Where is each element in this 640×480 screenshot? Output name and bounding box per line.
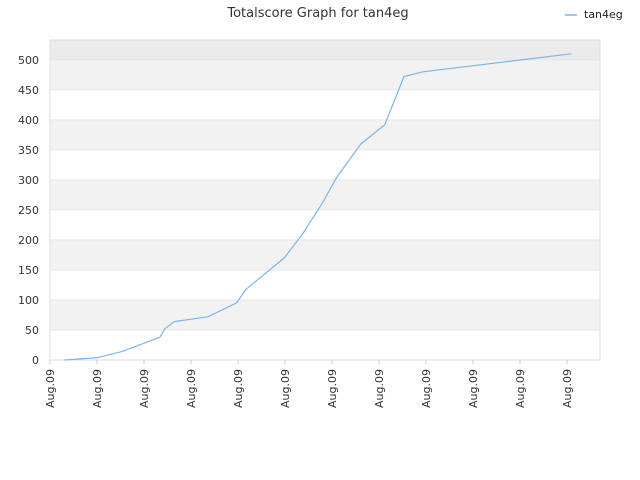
y-tick-label: 400 <box>18 114 39 127</box>
plot-band <box>50 59 600 90</box>
y-axis-ticks: 0 50 100 150 200 250 300 350 400 450 500 <box>18 54 39 367</box>
x-tick-label: Aug.09 <box>420 369 433 408</box>
legend[interactable]: tan4eg <box>565 8 623 21</box>
chart-title: Totalscore Graph for tan4eg <box>226 6 408 21</box>
plot-band <box>50 299 600 330</box>
series-line <box>64 53 572 361</box>
plot-band <box>50 239 600 270</box>
y-tick-label: 200 <box>18 234 39 247</box>
x-tick-label: Aug.09 <box>279 369 292 408</box>
x-tick-label: Aug.09 <box>326 369 339 408</box>
y-tick-label: 0 <box>32 354 39 367</box>
y-tick-label: 150 <box>18 264 39 277</box>
x-tick-label: Aug.09 <box>185 369 198 408</box>
x-tick-label: Aug.09 <box>373 369 386 408</box>
plot-band <box>50 149 600 180</box>
x-tick-label: Aug.09 <box>514 369 527 408</box>
plot-band <box>50 89 600 120</box>
y-tick-label: 250 <box>18 204 39 217</box>
x-tick-label: Aug.09 <box>138 369 151 408</box>
plot-band <box>50 329 600 360</box>
plot-band <box>50 119 600 150</box>
x-axis-ticks: Aug.09 Aug.09 Aug.09 Aug.09 Aug.09 Aug.09 Aug.… <box>44 360 574 408</box>
x-tick-label: Aug.09 <box>232 369 245 408</box>
x-tick-label: Aug.09 <box>467 369 480 408</box>
x-tick-label: Aug.09 <box>44 369 57 408</box>
plot-band <box>50 209 600 240</box>
series-layer <box>64 53 572 361</box>
y-tick-label: 50 <box>25 324 39 337</box>
y-tick-label: 500 <box>18 54 39 67</box>
plot-band <box>50 269 600 300</box>
plot-band <box>50 179 600 210</box>
y-tick-label: 350 <box>18 144 39 157</box>
plot-bands <box>50 40 600 360</box>
y-tick-label: 100 <box>18 294 39 307</box>
x-tick-label: Aug.09 <box>91 369 104 408</box>
legend-label: tan4eg <box>584 8 623 21</box>
plot-band <box>50 40 600 60</box>
y-tick-label: 300 <box>18 174 39 187</box>
grid-lines <box>50 59 600 361</box>
y-tick-label: 450 <box>18 84 39 97</box>
x-tick-label: Aug.09 <box>561 369 574 408</box>
plot-area <box>49 39 601 361</box>
